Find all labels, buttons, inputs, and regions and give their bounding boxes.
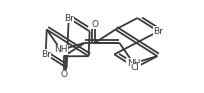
- Text: Cl: Cl: [131, 63, 140, 72]
- Text: Br: Br: [64, 14, 74, 23]
- Text: O: O: [60, 70, 67, 79]
- Text: Br: Br: [41, 50, 51, 59]
- Text: Br: Br: [153, 27, 163, 36]
- Text: NH: NH: [54, 45, 68, 54]
- Text: O: O: [91, 20, 98, 29]
- Text: NH: NH: [127, 59, 140, 68]
